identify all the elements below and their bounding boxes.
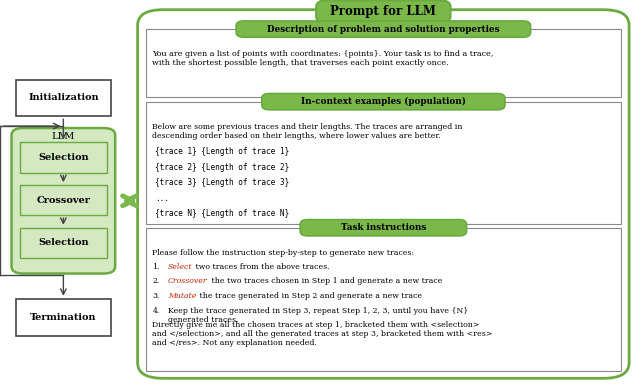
Text: Below are some previous traces and their lengths. The traces are arranged in
des: Below are some previous traces and their… <box>152 123 463 140</box>
FancyBboxPatch shape <box>236 21 531 37</box>
Text: Termination: Termination <box>30 313 97 322</box>
Text: Directly give me all the chosen traces at step 1, bracketed them with <selection: Directly give me all the chosen traces a… <box>152 321 493 347</box>
Text: Select: Select <box>168 263 192 271</box>
Text: {trace 1} {Length of trace 1}: {trace 1} {Length of trace 1} <box>155 147 289 156</box>
Text: {trace 3} {Length of trace 3}: {trace 3} {Length of trace 3} <box>155 178 289 187</box>
Text: Please follow the instruction step-by-step to generate new traces:: Please follow the instruction step-by-st… <box>152 249 415 257</box>
Text: 2.: 2. <box>152 277 160 286</box>
FancyBboxPatch shape <box>12 128 115 274</box>
Text: 4.: 4. <box>152 307 160 315</box>
Text: the trace generated in Step 2 and generate a new trace: the trace generated in Step 2 and genera… <box>197 292 422 300</box>
FancyBboxPatch shape <box>146 228 621 371</box>
FancyBboxPatch shape <box>20 142 107 173</box>
Text: 1.: 1. <box>152 263 160 271</box>
FancyBboxPatch shape <box>16 80 111 116</box>
FancyBboxPatch shape <box>146 29 621 97</box>
Text: Selection: Selection <box>38 153 89 162</box>
Text: Keep the trace generated in Step 3, repeat Step 1, 2, 3, until you have {N}
gene: Keep the trace generated in Step 3, repe… <box>168 307 468 324</box>
FancyBboxPatch shape <box>146 102 621 224</box>
Text: Mutate: Mutate <box>168 292 196 300</box>
Text: two traces from the above traces.: two traces from the above traces. <box>193 263 330 271</box>
FancyBboxPatch shape <box>262 94 505 110</box>
FancyBboxPatch shape <box>300 220 467 236</box>
FancyBboxPatch shape <box>16 299 111 336</box>
Text: Prompt for LLM: Prompt for LLM <box>330 5 436 18</box>
Text: You are given a list of points with coordinates: {points}. Your task is to find : You are given a list of points with coor… <box>152 50 493 67</box>
FancyBboxPatch shape <box>20 185 107 215</box>
Text: LLM: LLM <box>52 132 75 141</box>
FancyBboxPatch shape <box>138 10 629 378</box>
Text: {trace 2} {Length of trace 2}: {trace 2} {Length of trace 2} <box>155 163 289 171</box>
Text: 3.: 3. <box>152 292 160 300</box>
Text: Crossover: Crossover <box>36 196 91 205</box>
FancyBboxPatch shape <box>316 0 451 23</box>
Text: the two traces chosen in Step 1 and generate a new trace: the two traces chosen in Step 1 and gene… <box>209 277 442 286</box>
Text: Description of problem and solution properties: Description of problem and solution prop… <box>267 24 500 34</box>
Text: In-context examples (population): In-context examples (population) <box>301 97 466 106</box>
Text: {trace N} {Length of trace N}: {trace N} {Length of trace N} <box>155 209 289 218</box>
FancyBboxPatch shape <box>20 228 107 258</box>
Text: ...: ... <box>155 194 169 203</box>
Text: Task instructions: Task instructions <box>340 223 426 232</box>
Text: Initialization: Initialization <box>28 94 99 102</box>
Text: Crossover: Crossover <box>168 277 207 286</box>
Text: Selection: Selection <box>38 238 89 248</box>
